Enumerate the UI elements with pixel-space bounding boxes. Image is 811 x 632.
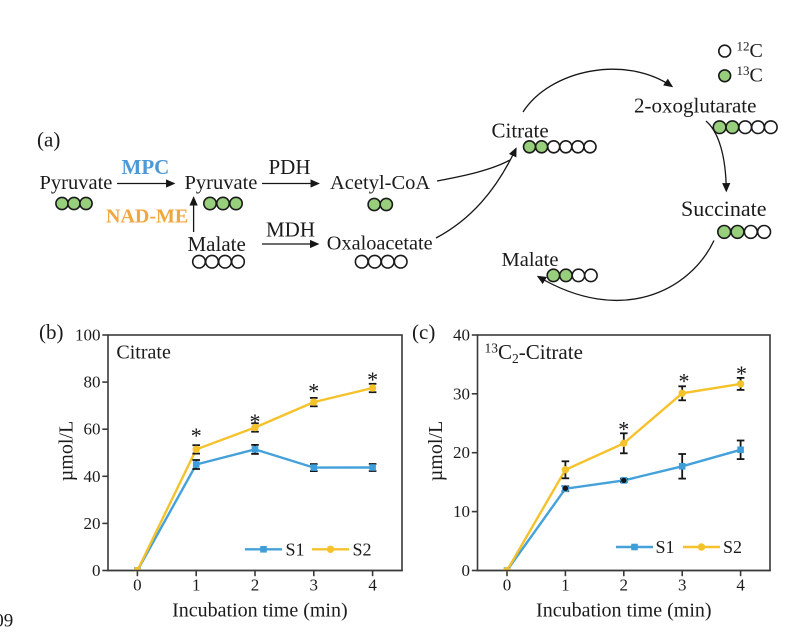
- svg-text:*: *: [250, 409, 261, 434]
- svg-text:3: 3: [678, 576, 687, 595]
- svg-text:PDH: PDH: [269, 155, 311, 179]
- svg-text:60: 60: [84, 420, 101, 439]
- svg-text:80: 80: [84, 373, 101, 392]
- svg-text:*: *: [736, 361, 747, 386]
- svg-text:0: 0: [92, 561, 101, 580]
- svg-text:(c): (c): [412, 320, 435, 344]
- svg-text:2: 2: [251, 576, 260, 595]
- svg-text:Oxaloacetate: Oxaloacetate: [327, 233, 433, 255]
- svg-text:Succinate: Succinate: [681, 196, 767, 221]
- svg-text:20: 20: [453, 443, 470, 462]
- svg-text:13C: 13C: [737, 63, 763, 87]
- svg-text:13C2-Citrate: 13C2-Citrate: [485, 340, 583, 366]
- svg-text:40: 40: [84, 467, 101, 486]
- svg-text:4: 4: [368, 576, 377, 595]
- svg-text:Malate: Malate: [502, 249, 559, 271]
- svg-text:0: 0: [503, 576, 512, 595]
- svg-text:2: 2: [620, 576, 629, 595]
- svg-text:*: *: [679, 369, 690, 394]
- svg-text:Incubation time (min): Incubation time (min): [172, 600, 348, 622]
- svg-text:Acetyl-CoA: Acetyl-CoA: [330, 172, 430, 194]
- svg-text:0: 0: [462, 561, 471, 580]
- svg-text:µmol/L: µmol/L: [56, 421, 78, 481]
- svg-text:MPC: MPC: [122, 155, 170, 179]
- svg-text:*: *: [367, 367, 378, 392]
- svg-text:*: *: [618, 417, 629, 442]
- svg-text:NAD-ME: NAD-ME: [106, 206, 188, 228]
- svg-text:Citrate: Citrate: [116, 342, 171, 364]
- svg-text:S1: S1: [656, 537, 675, 557]
- svg-text:1: 1: [192, 576, 201, 595]
- svg-text:40: 40: [453, 326, 470, 345]
- svg-text:4: 4: [736, 576, 745, 595]
- svg-text:12C: 12C: [737, 39, 763, 63]
- svg-text:3: 3: [310, 576, 319, 595]
- svg-text:(b): (b): [39, 320, 64, 344]
- svg-text:Pyruvate: Pyruvate: [185, 172, 258, 194]
- svg-text:S1: S1: [286, 540, 305, 560]
- svg-text:Pyruvate: Pyruvate: [40, 172, 113, 194]
- svg-text:µmol/L: µmol/L: [425, 421, 447, 481]
- svg-text:0: 0: [133, 576, 142, 595]
- svg-text:10: 10: [453, 502, 470, 521]
- svg-text:*: *: [308, 379, 319, 404]
- svg-text:2-oxoglutarate: 2-oxoglutarate: [634, 93, 756, 117]
- svg-text:(a): (a): [37, 128, 60, 152]
- svg-text:1: 1: [561, 576, 570, 595]
- svg-text:S2: S2: [353, 540, 372, 560]
- svg-text:*: *: [191, 423, 202, 448]
- svg-text:Malate: Malate: [188, 232, 246, 256]
- svg-text:MDH: MDH: [266, 218, 315, 242]
- svg-text:Incubation time (min): Incubation time (min): [536, 600, 712, 622]
- svg-text:Citrate: Citrate: [492, 119, 549, 143]
- svg-text:30: 30: [453, 384, 470, 403]
- svg-text:20: 20: [84, 514, 101, 533]
- svg-text:100: 100: [75, 326, 101, 345]
- svg-text:S2: S2: [723, 537, 742, 557]
- svg-text:409: 409: [0, 611, 13, 632]
